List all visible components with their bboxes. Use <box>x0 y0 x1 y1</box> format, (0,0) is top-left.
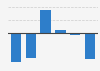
Bar <box>85 33 95 59</box>
Bar <box>40 10 51 33</box>
Bar <box>11 33 21 62</box>
Bar <box>26 33 36 58</box>
Bar <box>55 30 66 33</box>
Bar <box>70 33 80 35</box>
